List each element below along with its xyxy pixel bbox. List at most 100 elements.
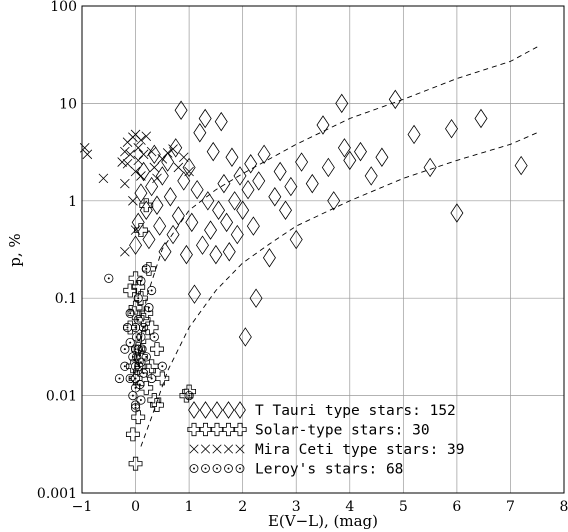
diamond-point bbox=[236, 200, 250, 220]
diamond-point bbox=[220, 212, 234, 233]
circle-point-dot bbox=[129, 341, 132, 344]
x-point bbox=[141, 131, 152, 142]
diamond-point bbox=[445, 118, 459, 139]
circle-point-dot bbox=[142, 326, 145, 329]
diamond-point bbox=[257, 144, 271, 165]
circle-point bbox=[138, 368, 149, 378]
circle-point-dot bbox=[139, 280, 142, 283]
circle-point bbox=[184, 390, 194, 401]
circle-point-dot bbox=[135, 355, 138, 358]
legend-label: T Tauri type stars: 152 bbox=[255, 403, 456, 419]
diamond-point bbox=[158, 242, 172, 262]
circle-point-dot bbox=[216, 467, 218, 470]
legend-label: Solar-type stars: 30 bbox=[255, 423, 430, 439]
circle-point bbox=[147, 285, 157, 296]
circle-point-dot bbox=[134, 326, 137, 329]
y-axis-title: p, % bbox=[6, 233, 24, 266]
circle-point-dot bbox=[134, 348, 137, 351]
diamond-point bbox=[209, 244, 223, 265]
circle-point bbox=[125, 373, 135, 384]
cross-point bbox=[139, 380, 154, 395]
dashed-curve bbox=[137, 46, 538, 367]
circle-point bbox=[147, 373, 157, 384]
diamond-point bbox=[142, 229, 156, 250]
diamond-point bbox=[169, 138, 183, 158]
cross-point bbox=[147, 393, 162, 407]
x-point bbox=[122, 158, 133, 169]
diamond-point bbox=[249, 288, 263, 308]
diamond-point bbox=[222, 242, 236, 262]
circle-point bbox=[141, 264, 151, 274]
cross-point bbox=[150, 398, 164, 412]
diamond-point bbox=[131, 212, 145, 233]
diamond-point bbox=[199, 401, 212, 419]
cross-point bbox=[127, 306, 142, 321]
x-point bbox=[212, 444, 222, 454]
cross-point bbox=[131, 410, 146, 425]
x-tick-label: 8 bbox=[560, 499, 568, 515]
x-point bbox=[130, 225, 141, 235]
cross-point bbox=[128, 300, 143, 315]
x-tick-label: 3 bbox=[292, 499, 301, 515]
diamond-point bbox=[222, 401, 235, 419]
diamond-point bbox=[182, 157, 196, 178]
circle-point bbox=[130, 400, 141, 410]
diamond-point bbox=[129, 235, 143, 255]
x-point bbox=[120, 146, 130, 157]
x-point bbox=[138, 149, 149, 160]
cross-point bbox=[233, 422, 247, 437]
cross-point bbox=[155, 371, 170, 386]
cross-point bbox=[136, 330, 151, 344]
circle-point-dot bbox=[150, 289, 153, 292]
diamond-point bbox=[171, 206, 185, 226]
x-point bbox=[136, 135, 146, 145]
diamond-point bbox=[217, 173, 231, 194]
diamond-point bbox=[134, 183, 148, 203]
circle-point-dot bbox=[188, 394, 191, 397]
diamond-point bbox=[474, 108, 488, 129]
circle-point-dot bbox=[138, 383, 141, 386]
circle-point-dot bbox=[140, 348, 143, 351]
circle-point bbox=[130, 322, 141, 333]
circle-point bbox=[125, 338, 135, 348]
circle-point-dot bbox=[227, 467, 230, 470]
x-point bbox=[189, 444, 199, 454]
circle-point bbox=[125, 308, 135, 318]
diamond-point bbox=[150, 195, 164, 215]
circle-point-dot bbox=[193, 467, 195, 470]
diamond-point bbox=[212, 200, 226, 220]
circle-point bbox=[133, 293, 143, 303]
circle-point bbox=[120, 344, 130, 354]
x-point bbox=[152, 173, 162, 184]
x-point bbox=[184, 166, 194, 177]
circle-point-dot bbox=[129, 377, 132, 380]
diamond-point bbox=[407, 124, 421, 145]
diamond-point bbox=[188, 401, 200, 419]
diamond-point bbox=[343, 150, 357, 171]
circle-point bbox=[189, 464, 199, 473]
cross-point bbox=[134, 349, 148, 364]
cross-point bbox=[136, 312, 151, 327]
diamond-point bbox=[174, 100, 188, 120]
diamond-point bbox=[244, 154, 258, 174]
diamond-point bbox=[388, 89, 402, 110]
circle-point-dot bbox=[153, 335, 156, 338]
plot-frame bbox=[81, 5, 565, 494]
diamond-point bbox=[273, 161, 287, 182]
diamond-point bbox=[206, 141, 220, 162]
diamond-point bbox=[450, 203, 464, 223]
x-point bbox=[162, 148, 173, 158]
diamond-point bbox=[284, 176, 298, 197]
diamond-point bbox=[305, 173, 319, 194]
y-tick-label: 10 bbox=[59, 96, 77, 112]
diamond-point bbox=[214, 111, 228, 132]
cross-point bbox=[125, 427, 140, 442]
data-points bbox=[79, 89, 528, 471]
x-point bbox=[136, 171, 146, 181]
x-point bbox=[173, 162, 184, 173]
diamond-point bbox=[354, 141, 367, 162]
circle-point bbox=[141, 352, 151, 362]
x-point bbox=[98, 173, 109, 184]
diamond-point bbox=[289, 229, 303, 250]
